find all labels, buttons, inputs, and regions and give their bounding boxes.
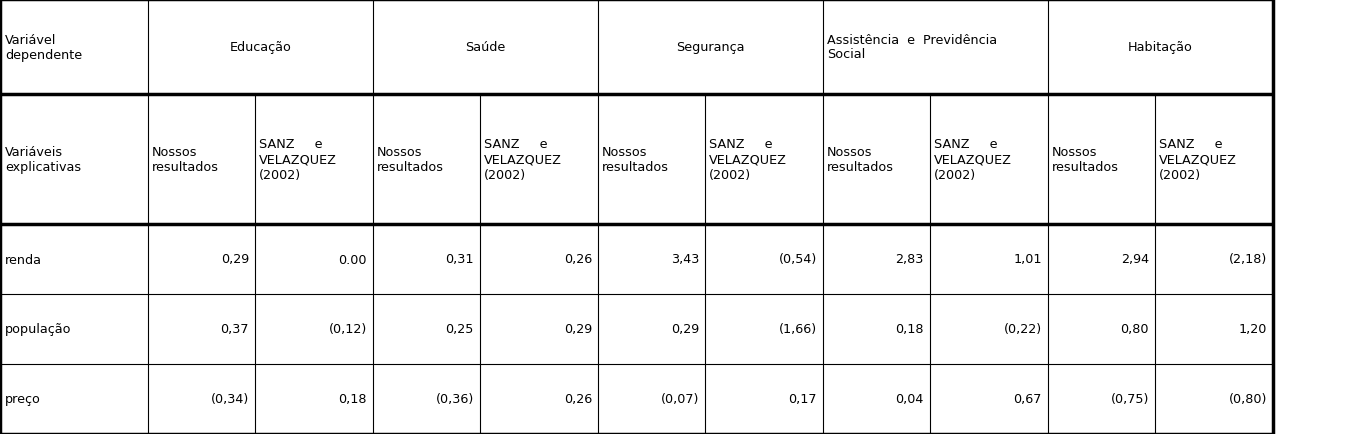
Text: Nossos
resultados: Nossos resultados bbox=[602, 146, 670, 174]
Text: 0,67: 0,67 bbox=[1014, 393, 1041, 405]
Text: 0,17: 0,17 bbox=[789, 393, 816, 405]
Text: 2,83: 2,83 bbox=[896, 253, 923, 266]
Text: 0,29: 0,29 bbox=[564, 323, 591, 336]
Text: preço: preço bbox=[5, 393, 41, 405]
Text: 3,43: 3,43 bbox=[671, 253, 698, 266]
Text: (0,22): (0,22) bbox=[1004, 323, 1041, 336]
Text: Nossos
resultados: Nossos resultados bbox=[152, 146, 220, 174]
Text: 0,29: 0,29 bbox=[671, 323, 698, 336]
Text: Variável
dependente: Variável dependente bbox=[5, 33, 82, 61]
Text: (0,07): (0,07) bbox=[661, 393, 698, 405]
Text: SANZ     e
VELAZQUEZ
(2002): SANZ e VELAZQUEZ (2002) bbox=[934, 138, 1013, 181]
Text: Saúde: Saúde bbox=[465, 41, 506, 54]
Text: 0,37: 0,37 bbox=[221, 323, 248, 336]
Text: Segurança: Segurança bbox=[676, 41, 745, 54]
Text: (0,36): (0,36) bbox=[436, 393, 473, 405]
Text: Educação: Educação bbox=[229, 41, 291, 54]
Text: SANZ     e
VELAZQUEZ
(2002): SANZ e VELAZQUEZ (2002) bbox=[259, 138, 338, 181]
Text: (0,80): (0,80) bbox=[1228, 393, 1266, 405]
Text: SANZ     e
VELAZQUEZ
(2002): SANZ e VELAZQUEZ (2002) bbox=[1159, 138, 1238, 181]
Text: Variáveis
explicativas: Variáveis explicativas bbox=[5, 146, 81, 174]
Text: renda: renda bbox=[5, 253, 43, 266]
Text: (2,18): (2,18) bbox=[1229, 253, 1266, 266]
Text: 0,18: 0,18 bbox=[896, 323, 923, 336]
Text: 0,29: 0,29 bbox=[221, 253, 248, 266]
Text: 1,20: 1,20 bbox=[1239, 323, 1266, 336]
Text: 0.00: 0.00 bbox=[339, 253, 366, 266]
Text: Habitação: Habitação bbox=[1128, 41, 1192, 54]
Text: Assistência  e  Previdência
Social: Assistência e Previdência Social bbox=[827, 33, 997, 61]
Text: (0,54): (0,54) bbox=[779, 253, 816, 266]
Text: (0,75): (0,75) bbox=[1110, 393, 1148, 405]
Text: Nossos
resultados: Nossos resultados bbox=[377, 146, 445, 174]
Text: 0,18: 0,18 bbox=[339, 393, 366, 405]
Text: (0,34): (0,34) bbox=[211, 393, 248, 405]
Text: (0,12): (0,12) bbox=[329, 323, 366, 336]
Text: 0,26: 0,26 bbox=[564, 393, 591, 405]
Text: 0,04: 0,04 bbox=[896, 393, 923, 405]
Text: 0,25: 0,25 bbox=[446, 323, 473, 336]
Text: Nossos
resultados: Nossos resultados bbox=[1052, 146, 1120, 174]
Text: SANZ     e
VELAZQUEZ
(2002): SANZ e VELAZQUEZ (2002) bbox=[709, 138, 788, 181]
Text: 2,94: 2,94 bbox=[1121, 253, 1148, 266]
Text: 1,01: 1,01 bbox=[1014, 253, 1041, 266]
Text: população: população bbox=[5, 323, 71, 336]
Text: 0,31: 0,31 bbox=[446, 253, 473, 266]
Text: (1,66): (1,66) bbox=[779, 323, 816, 336]
Text: 0,26: 0,26 bbox=[564, 253, 591, 266]
Text: SANZ     e
VELAZQUEZ
(2002): SANZ e VELAZQUEZ (2002) bbox=[484, 138, 563, 181]
Text: 0,80: 0,80 bbox=[1121, 323, 1148, 336]
Text: Nossos
resultados: Nossos resultados bbox=[827, 146, 895, 174]
